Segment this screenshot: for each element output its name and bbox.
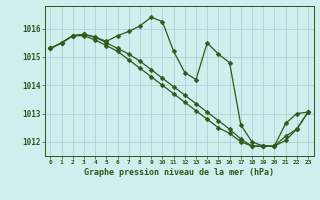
X-axis label: Graphe pression niveau de la mer (hPa): Graphe pression niveau de la mer (hPa) — [84, 168, 274, 177]
